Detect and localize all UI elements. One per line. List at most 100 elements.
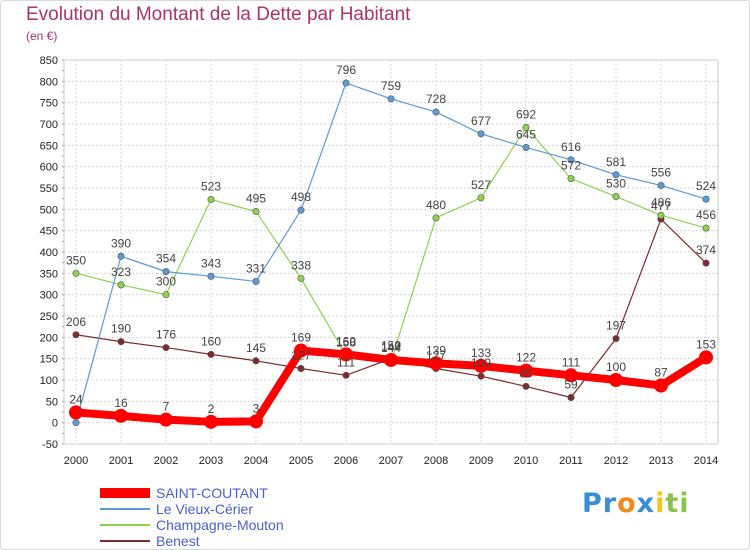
data-point — [162, 268, 170, 276]
data-point — [477, 194, 485, 202]
data-label: 477 — [651, 199, 671, 213]
data-point — [474, 358, 488, 373]
data-label: 150 — [381, 339, 401, 353]
data-label: 59 — [564, 377, 578, 391]
chart-subtitle: (en €) — [26, 29, 58, 43]
proxiti-logo: Proxiti — [582, 488, 690, 519]
data-label: 581 — [606, 155, 626, 169]
data-label: 331 — [246, 261, 266, 275]
data-label: 145 — [246, 341, 266, 355]
data-label: 153 — [696, 337, 716, 351]
y-tick-label: 650 — [40, 140, 58, 152]
x-tick-label: 2006 — [334, 455, 358, 467]
y-tick-label: 0 — [52, 418, 58, 430]
data-label: 530 — [606, 177, 626, 191]
data-point — [699, 350, 713, 365]
data-point — [654, 378, 668, 393]
data-point — [114, 408, 128, 423]
data-label: 160 — [336, 334, 356, 348]
legend-swatch — [100, 508, 150, 510]
data-label: 616 — [561, 140, 581, 154]
x-tick-label: 2011 — [559, 455, 583, 467]
data-point — [252, 357, 260, 365]
data-label: 176 — [156, 328, 176, 342]
data-point — [567, 393, 575, 401]
data-point — [519, 363, 533, 378]
x-tick-label: 2004 — [244, 455, 268, 467]
chart-title: Evolution du Montant de la Dette par Hab… — [26, 4, 411, 25]
data-label: 16 — [114, 396, 128, 410]
data-label: 556 — [651, 165, 671, 179]
data-label: 645 — [516, 127, 536, 141]
data-point — [432, 214, 440, 222]
y-tick-label: 700 — [40, 119, 58, 131]
data-point — [612, 171, 620, 179]
data-label: 343 — [201, 256, 221, 270]
data-point — [612, 335, 620, 343]
data-point — [72, 269, 80, 277]
y-tick-label: -50 — [42, 439, 58, 451]
data-point — [612, 193, 620, 201]
y-tick-label: 200 — [40, 332, 58, 344]
data-label: 122 — [516, 351, 536, 365]
data-point — [72, 331, 80, 339]
data-label: 677 — [471, 114, 491, 128]
data-label: 300 — [156, 275, 176, 289]
data-label: 523 — [201, 180, 221, 194]
data-label: 3 — [253, 401, 260, 415]
y-tick-label: 450 — [40, 226, 58, 238]
data-label: 796 — [336, 63, 356, 77]
data-point — [162, 291, 170, 299]
y-tick-label: 250 — [40, 311, 58, 323]
data-point — [252, 277, 260, 285]
x-tick-label: 2005 — [289, 455, 313, 467]
data-point — [702, 195, 710, 203]
data-label: 85 — [519, 366, 533, 380]
data-label: 7 — [163, 400, 170, 414]
data-point — [432, 108, 440, 116]
data-point — [297, 364, 305, 372]
data-label: 87 — [654, 366, 668, 380]
data-label: 486 — [651, 195, 671, 209]
x-tick-label: 2013 — [649, 455, 673, 467]
data-point — [384, 352, 398, 367]
data-label: 133 — [471, 346, 491, 360]
data-point — [207, 350, 215, 358]
y-tick-label: 350 — [40, 268, 58, 280]
x-tick-label: 2012 — [604, 455, 628, 467]
y-tick-label: 600 — [40, 162, 58, 174]
data-label: 498 — [291, 190, 311, 204]
x-tick-label: 2003 — [199, 455, 223, 467]
data-label: 527 — [471, 178, 491, 192]
legend-label: Champagne-Mouton — [156, 517, 284, 533]
y-tick-label: 50 — [46, 396, 58, 408]
data-point — [522, 143, 530, 151]
data-label: 572 — [561, 159, 581, 173]
legend-swatch — [100, 524, 150, 526]
data-point — [657, 181, 665, 189]
data-point — [567, 175, 575, 183]
y-tick-label: 400 — [40, 247, 58, 259]
data-label: 495 — [246, 191, 266, 205]
data-label: 354 — [156, 252, 176, 266]
data-label: 158 — [336, 335, 356, 349]
data-label: 480 — [426, 198, 446, 212]
y-tick-label: 500 — [40, 204, 58, 216]
data-label: 350 — [66, 253, 86, 267]
x-tick-label: 2010 — [514, 455, 538, 467]
legend-label: SAINT-COUTANT — [156, 485, 268, 501]
y-tick-label: 800 — [40, 76, 58, 88]
data-point — [159, 412, 173, 427]
data-point — [249, 414, 263, 429]
legend-swatch — [100, 488, 150, 498]
data-point — [204, 414, 218, 429]
data-label: 759 — [381, 79, 401, 93]
data-point — [207, 196, 215, 204]
y-tick-label: 850 — [40, 55, 58, 67]
x-tick-label: 2002 — [154, 455, 178, 467]
data-label: 111 — [337, 355, 356, 369]
data-point — [609, 373, 623, 387]
data-point — [342, 79, 350, 87]
data-point — [252, 207, 260, 215]
